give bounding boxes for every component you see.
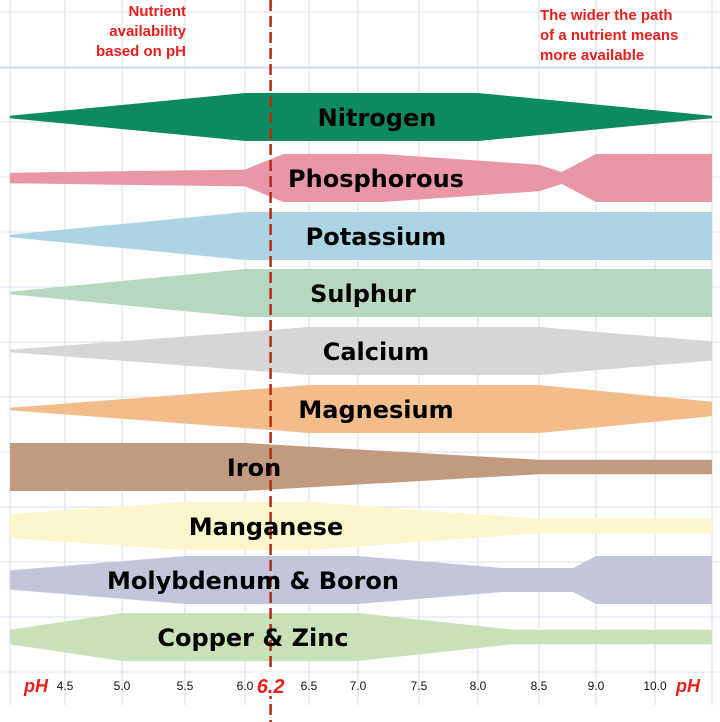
- band-label-manganese: Manganese: [189, 513, 343, 541]
- band-molybdenum-boron: [10, 556, 712, 604]
- x-tick-label: 5.0: [114, 679, 131, 693]
- x-tick-label: 8.0: [470, 679, 487, 693]
- x-tick-label: 9.0: [588, 679, 605, 693]
- x-axis-label-left: pH: [23, 676, 49, 696]
- annotation-left: Nutrient availability based on pH: [96, 3, 187, 60]
- band-phosphorous: [10, 154, 712, 202]
- band-label-copper-zinc: Copper & Zinc: [157, 624, 348, 652]
- band-iron: [10, 443, 712, 491]
- x-axis: pH pH 4.5 5.0 5.5 6.0 6.5 7.0 7.5 8.0 8.5 9.0 10.0 6.…: [23, 672, 701, 698]
- band-nitrogen: [10, 93, 712, 141]
- band-manganese: [10, 502, 712, 550]
- x-tick-label: 4.5: [57, 679, 74, 693]
- nutrient-labels: Nitrogen Phosphorous Potassium Sulphur Calci…: [107, 104, 464, 652]
- x-tick-label: 5.5: [177, 679, 194, 693]
- band-calcium: [10, 327, 712, 375]
- annotations: Nutrient availability based on pH The wider…: [96, 3, 678, 64]
- band-label-sulphur: Sulphur: [310, 280, 416, 308]
- x-axis-label-right: pH: [675, 676, 701, 696]
- band-copper-zinc: [10, 613, 712, 661]
- band-label-nitrogen: Nitrogen: [318, 104, 437, 132]
- band-label-phosphorous: Phosphorous: [288, 165, 464, 193]
- band-label-potassium: Potassium: [306, 223, 447, 251]
- x-tick-label: 6.5: [301, 679, 318, 693]
- ph-marker-label: 6.2: [257, 676, 285, 698]
- x-tick-label: 10.0: [643, 679, 667, 693]
- x-tick-label: 7.5: [411, 679, 428, 693]
- ph-marker-label-bg: [253, 672, 288, 696]
- x-tick-label: 6.0: [237, 679, 254, 693]
- band-label-magnesium: Magnesium: [298, 396, 453, 424]
- annotation-right: The wider the path of a nutrient means mor…: [540, 7, 678, 64]
- band-magnesium: [10, 385, 712, 433]
- x-tick-label: 7.0: [350, 679, 367, 693]
- band-label-molybdenum-boron: Molybdenum & Boron: [107, 567, 399, 595]
- band-label-calcium: Calcium: [323, 338, 430, 366]
- x-tick-label: 8.5: [531, 679, 548, 693]
- band-label-iron: Iron: [227, 454, 281, 482]
- band-sulphur: [10, 269, 712, 317]
- nutrient-bands: [10, 93, 712, 661]
- band-potassium: [10, 212, 712, 260]
